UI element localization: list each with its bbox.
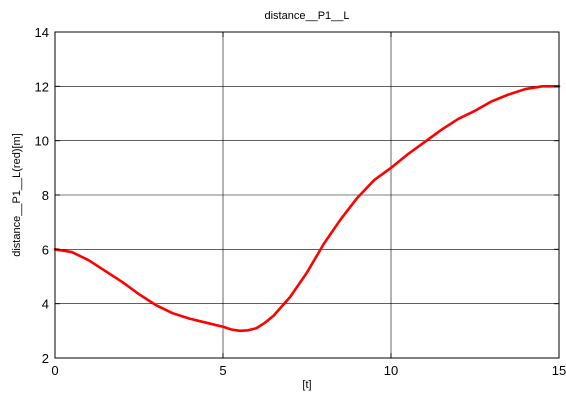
y-tick-label: 8	[42, 188, 49, 203]
chart-title: distance__P1__L	[264, 10, 349, 22]
y-axis-label: distance__P1__L(red)[m]	[11, 133, 23, 257]
y-tick-label: 10	[35, 134, 49, 149]
grid-lines	[55, 32, 559, 358]
x-tick-label: 0	[51, 363, 58, 378]
series-layer	[53, 85, 561, 333]
tick-labels: 0 5 10 15 2 4 6 8 10 12 14	[35, 25, 566, 378]
y-tick-label: 4	[42, 297, 49, 312]
x-tick-label: 5	[219, 363, 226, 378]
y-tick-label: 14	[35, 25, 49, 40]
y-tick-label: 2	[42, 351, 49, 366]
x-axis-label: [t]	[302, 379, 311, 391]
series-line	[53, 85, 561, 333]
x-tick-label: 10	[384, 363, 398, 378]
x-tick-label: 15	[552, 363, 566, 378]
y-tick-label: 12	[35, 79, 49, 94]
y-tick-label: 6	[42, 242, 49, 257]
axes-layer	[54, 31, 560, 359]
